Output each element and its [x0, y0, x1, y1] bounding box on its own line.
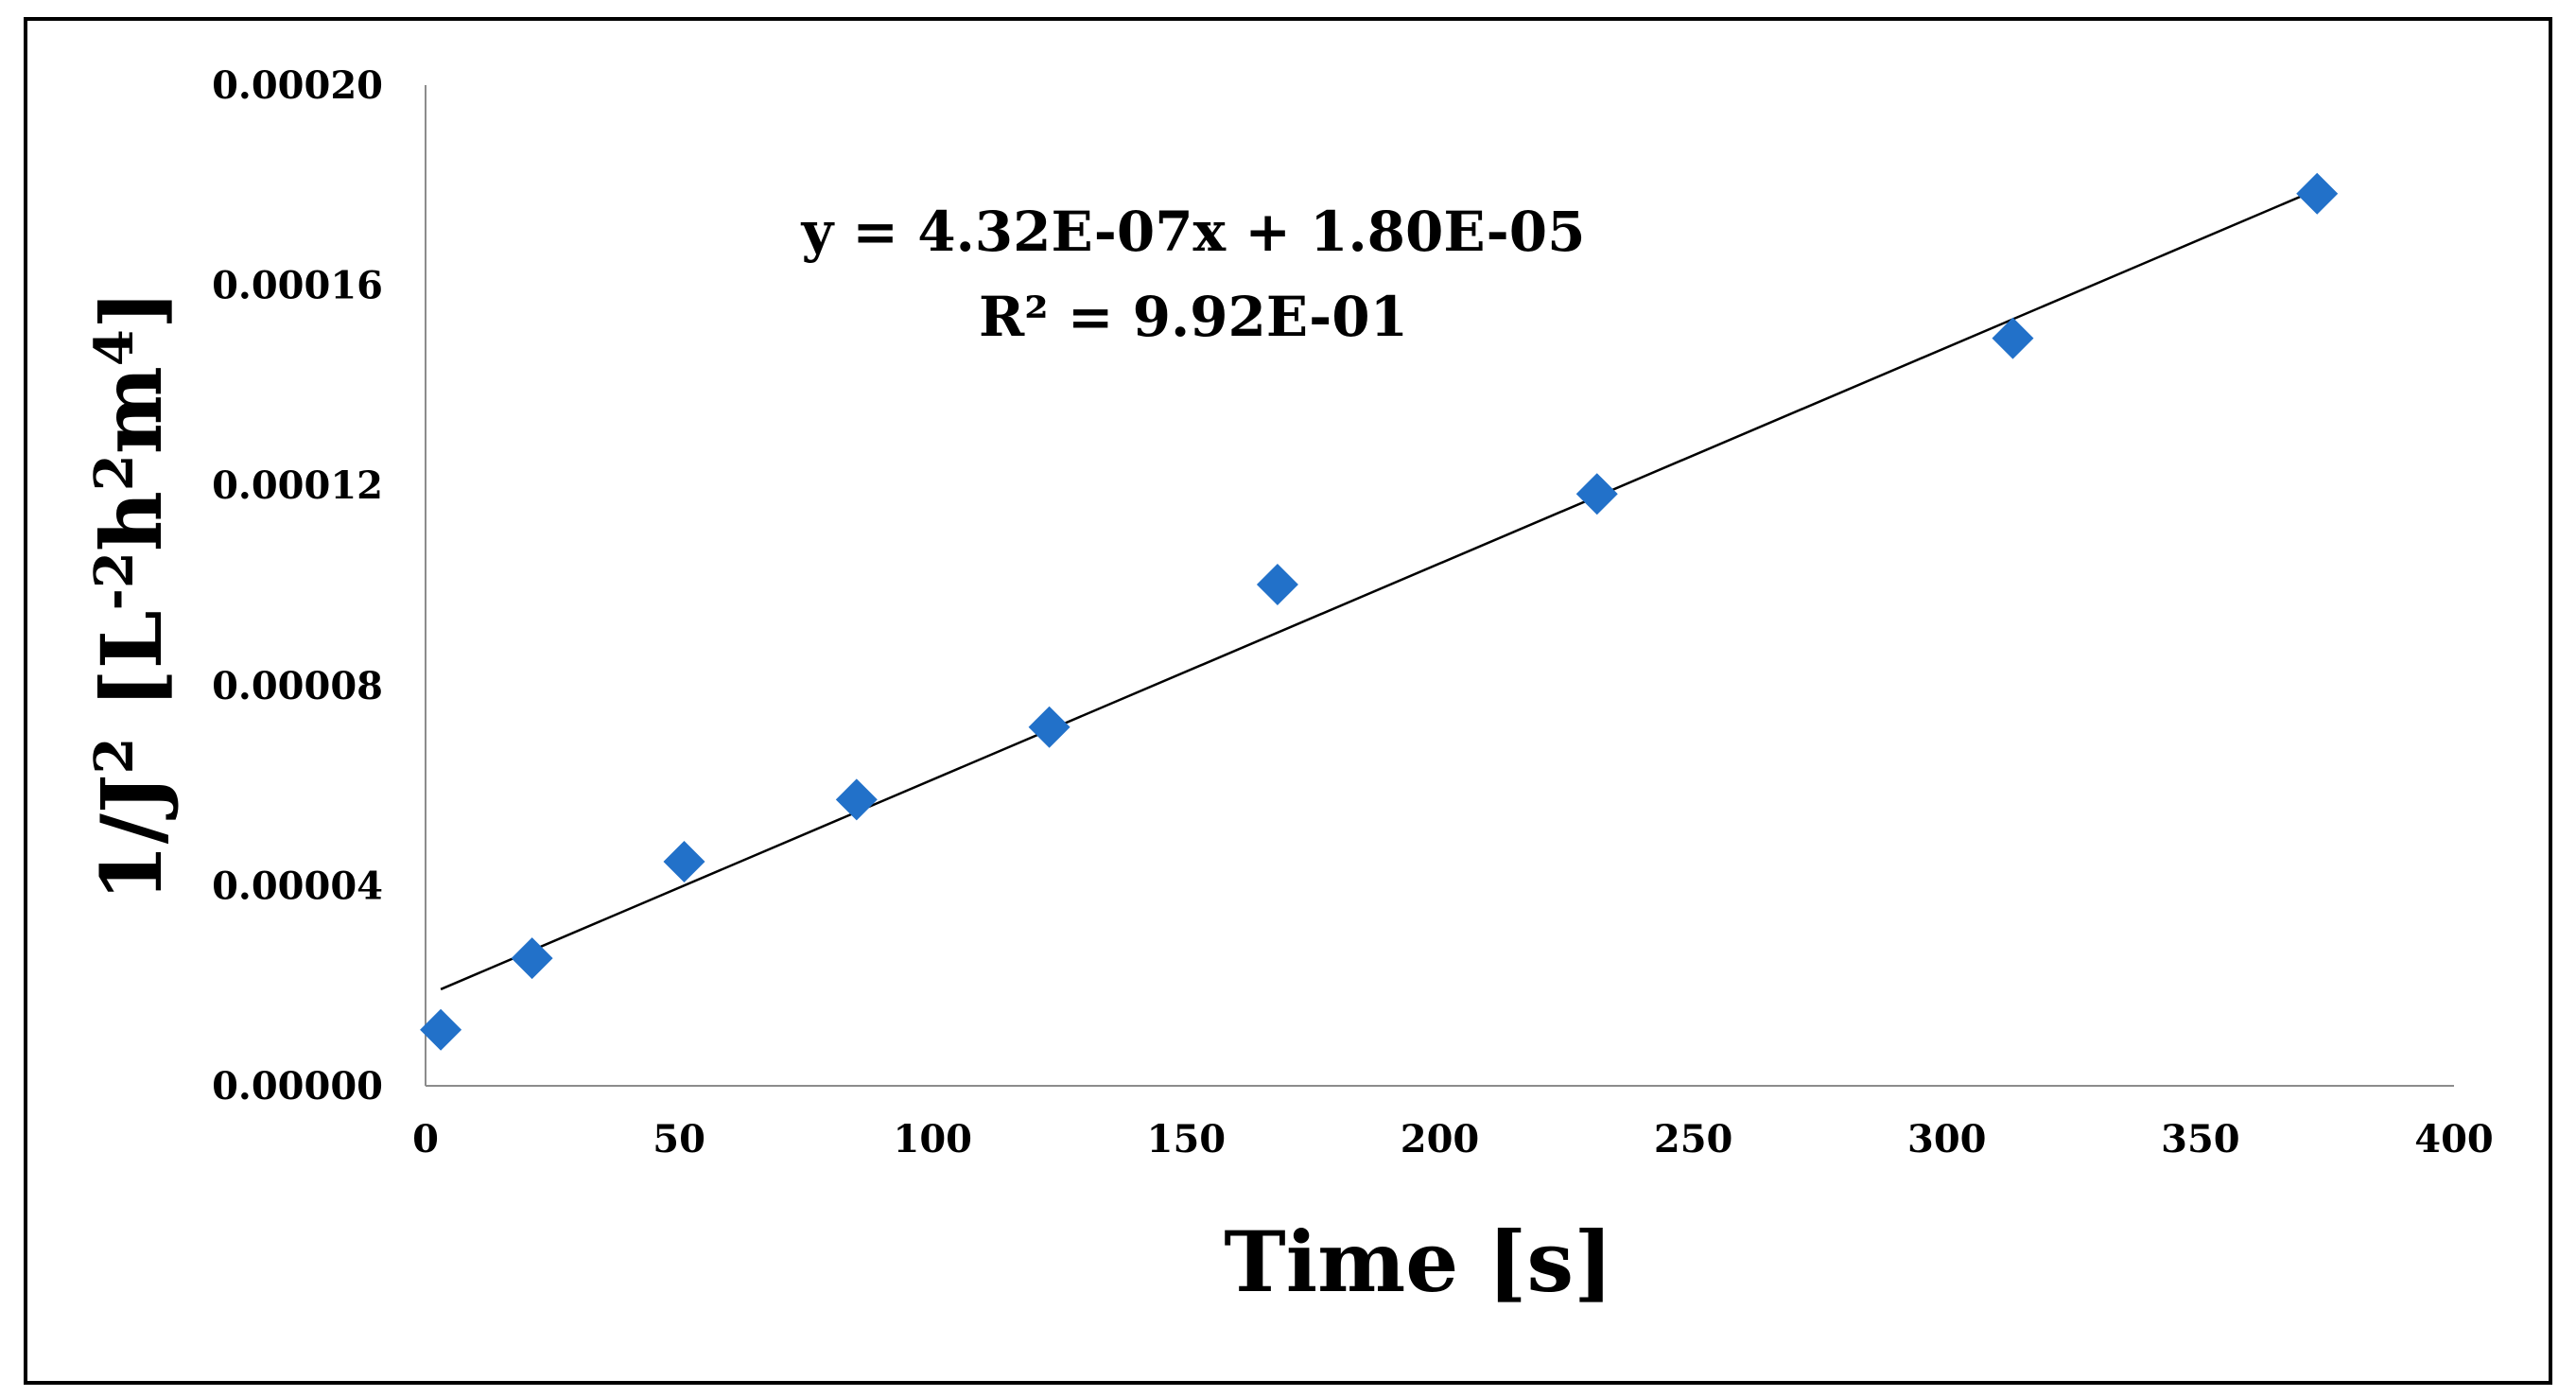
y-axis-title-mid1: h	[82, 491, 181, 551]
y-axis-title-bracket-close: ]	[82, 289, 181, 329]
data-point	[511, 937, 553, 980]
data-point	[2296, 172, 2339, 215]
data-point	[835, 778, 878, 821]
y-tick-label: 0.00012	[212, 463, 383, 508]
y-axis-title-sup4: 4	[83, 329, 146, 366]
x-tick-label: 400	[2414, 1117, 2494, 1161]
data-points	[420, 172, 2339, 1051]
y-tick-label: 0.00000	[212, 1064, 383, 1109]
y-axis-title-sup1: 2	[83, 738, 146, 775]
x-tick-label: 150	[1147, 1117, 1227, 1161]
trendline-equation: y = 4.32E-07x + 1.80E-05	[801, 200, 1586, 264]
trendline-group	[440, 188, 2318, 991]
y-tick-label: 0.00020	[212, 63, 383, 108]
y-axis-title-bracket-open: [L	[82, 610, 181, 737]
data-point	[1028, 706, 1070, 748]
x-tick-label: 350	[2161, 1117, 2240, 1161]
svg-text:1/J2 [L-2h2m4]: 1/J2 [L-2h2m4]	[82, 289, 181, 901]
data-point	[1992, 317, 2034, 359]
y-axis-title-base: 1/J	[82, 775, 181, 902]
y-tick-label: 0.00004	[212, 864, 383, 908]
data-point	[420, 1008, 462, 1051]
tick-labels: 0 50 100 150 200 250 300 350 400 0.00000 0.00004 0.…	[212, 63, 2494, 1161]
x-axis-title: Time [s]	[1224, 1213, 1612, 1311]
y-axis-title-mid2: m	[82, 366, 181, 454]
x-tick-label: 300	[1907, 1117, 1987, 1161]
trendline	[440, 188, 2318, 991]
y-tick-label: 0.00016	[212, 264, 383, 308]
x-tick-label: 0	[412, 1117, 439, 1161]
data-point	[1256, 563, 1298, 605]
data-point	[663, 841, 705, 883]
y-axis-title-sup2: -2	[83, 551, 146, 610]
y-axis-title-sup3: 2	[83, 454, 146, 491]
data-point	[1575, 473, 1618, 515]
x-tick-label: 100	[894, 1117, 973, 1161]
chart-frame	[24, 17, 2552, 1385]
x-tick-label: 200	[1401, 1117, 1480, 1161]
y-axis-title: 1/J2 [L-2h2m4]	[82, 289, 181, 901]
y-tick-label: 0.00008	[212, 664, 383, 708]
x-tick-label: 50	[653, 1117, 705, 1161]
r-squared-label: R² = 9.92E-01	[979, 285, 1408, 349]
x-tick-label: 250	[1654, 1117, 1733, 1161]
axes	[425, 85, 2454, 1087]
